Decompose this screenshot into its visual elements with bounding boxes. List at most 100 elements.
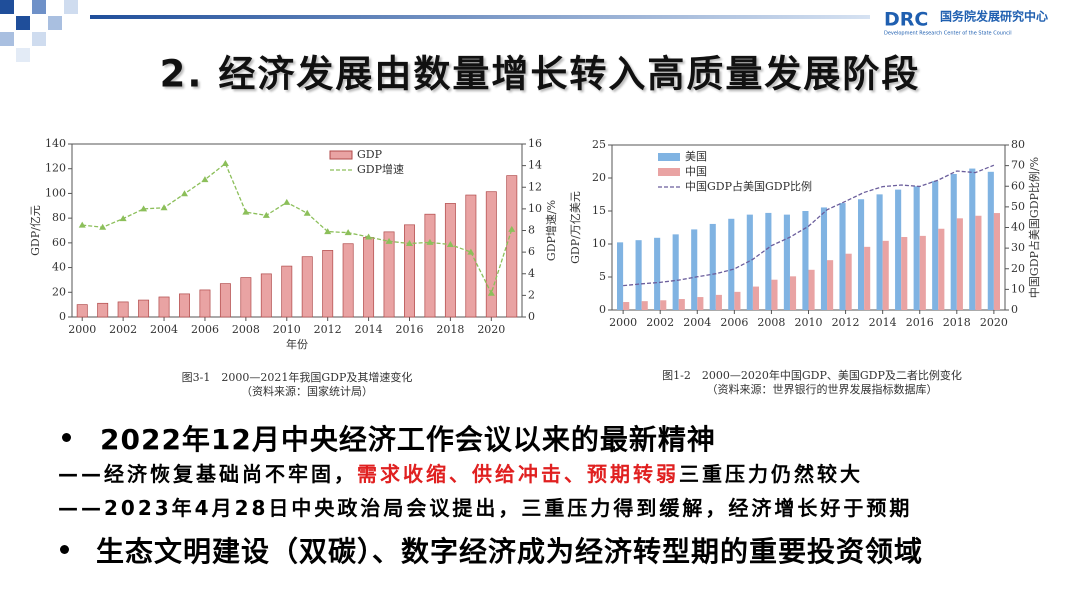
marker <box>160 204 168 211</box>
bar <box>895 189 902 310</box>
bar <box>623 302 630 310</box>
bar <box>97 302 109 318</box>
bar <box>882 240 889 310</box>
bar <box>845 253 852 310</box>
bullet-dot <box>60 545 69 554</box>
y2-tick-label: 60 <box>1011 179 1025 192</box>
bar <box>76 304 88 318</box>
y2-tick-label: 0 <box>1011 303 1018 316</box>
text-run: ——经济恢复基础尚不牢固， <box>58 462 357 486</box>
y2-tick-label: 70 <box>1011 159 1025 172</box>
bullet-line: ——经济恢复基础尚不牢固，需求收缩、供给冲击、预期转弱三重压力仍然较大 <box>58 458 863 487</box>
bar <box>322 250 334 318</box>
x-tick-label: 2012 <box>832 316 860 329</box>
source: （资料来源：世界银行的世界发展指标数据库） <box>707 382 938 396</box>
bullet-line: ——2023年4月28日中央政治局会议提出，三重压力得到缓解，经济增长好于预期 <box>58 496 913 520</box>
bar <box>219 283 231 318</box>
bar <box>969 168 976 310</box>
marker <box>508 225 516 232</box>
bar <box>783 214 790 310</box>
bar <box>728 218 735 310</box>
bar <box>660 300 667 310</box>
logo: DRC <box>884 9 928 31</box>
text-run: 三重压力仍然较大 <box>679 462 863 486</box>
x-tick-label: 2008 <box>232 323 260 336</box>
bar <box>672 234 679 310</box>
bar <box>987 171 994 310</box>
bar <box>363 237 375 318</box>
bar <box>857 199 865 310</box>
bar <box>635 240 642 310</box>
marker <box>181 190 188 197</box>
y-tick-label: 15 <box>592 204 606 217</box>
caption: 图1-2 2000—2020年中国GDP、美国GDP及二者比例变化 <box>662 368 962 382</box>
bar <box>808 269 815 310</box>
y-tick-label: 80 <box>52 211 66 224</box>
bar <box>260 273 272 318</box>
bar <box>901 237 908 310</box>
bar <box>839 203 846 310</box>
bar <box>138 299 150 318</box>
bar <box>691 229 698 310</box>
bar <box>485 191 497 318</box>
y2-tick-label: 6 <box>528 245 535 258</box>
bar <box>444 203 456 318</box>
marker <box>446 241 454 248</box>
marker <box>365 233 373 240</box>
legend-swatch <box>658 153 680 161</box>
x-tick-label: 2006 <box>720 316 748 329</box>
bar <box>876 194 883 310</box>
marker <box>406 239 413 246</box>
bar <box>117 301 129 318</box>
y2-tick-label: 30 <box>1011 241 1025 254</box>
bar <box>746 214 753 310</box>
bar <box>641 301 648 310</box>
marker <box>221 159 229 166</box>
bullet-line: 生态文明建设（双碳）、数字经济成为经济转型期的重要投资领域 <box>96 535 924 568</box>
bar <box>975 215 982 310</box>
x-tick-label: 2010 <box>273 323 301 336</box>
x-tick-label: 2018 <box>943 316 971 329</box>
bar <box>956 218 963 310</box>
y2-tick-label: 16 <box>528 137 542 150</box>
marker <box>140 205 148 212</box>
bar <box>465 194 477 318</box>
marker <box>324 228 332 235</box>
bar <box>993 213 1000 310</box>
y-tick-label: 60 <box>52 236 66 249</box>
x-axis-label: 年份 <box>286 337 308 351</box>
caption: 图3-1 2000—2021年我国GDP及其增速变化 <box>182 370 413 384</box>
legend-label: 美国 <box>685 150 707 163</box>
x-tick-label: 2012 <box>314 323 342 336</box>
marker <box>242 208 250 215</box>
marker <box>467 248 475 255</box>
bar <box>864 246 871 310</box>
y2-tick-label: 20 <box>1011 262 1025 275</box>
marker <box>119 215 127 222</box>
y2-tick-label: 4 <box>528 267 535 280</box>
legend-swatch <box>658 168 680 176</box>
bar <box>179 293 190 318</box>
bar <box>802 211 809 310</box>
y2-tick-label: 80 <box>1011 138 1025 151</box>
x-tick-label: 2002 <box>646 316 674 329</box>
y-tick-label: 10 <box>592 237 606 250</box>
y-tick-label: 40 <box>52 261 66 274</box>
legend-label: GDP增速 <box>357 162 404 176</box>
legend-label: 中国GDP占美国GDP比例 <box>685 179 812 193</box>
y-tick-label: 140 <box>45 137 66 150</box>
y2-axis-label: GDP增速/% <box>544 200 558 261</box>
y-tick-label: 20 <box>52 285 66 298</box>
x-tick-label: 2020 <box>980 316 1008 329</box>
bar <box>734 291 741 310</box>
bar <box>919 235 926 310</box>
bar <box>950 173 957 310</box>
x-tick-label: 2010 <box>795 316 823 329</box>
bar <box>506 175 518 318</box>
legend-label: 中国 <box>685 165 707 178</box>
bar <box>199 289 211 318</box>
y-tick-label: 5 <box>599 270 606 283</box>
bar <box>827 260 834 310</box>
